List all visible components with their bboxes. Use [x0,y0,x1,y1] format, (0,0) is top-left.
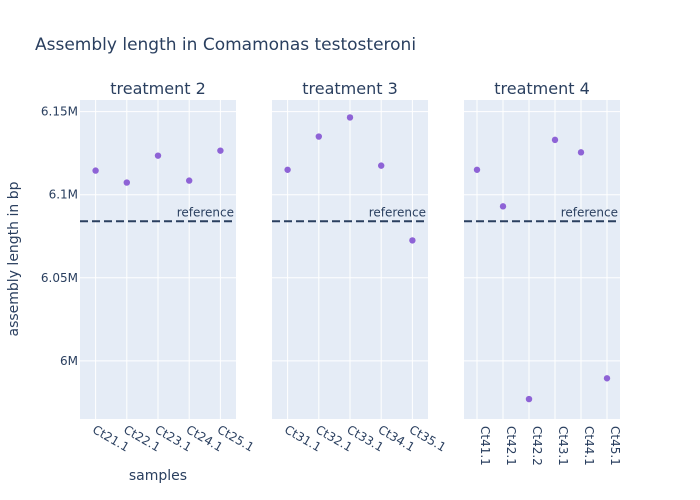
x-tick-label: Ct35.1 [407,422,448,454]
x-tick-label: Ct25.1 [215,422,256,454]
data-point [186,177,193,184]
reference-label: reference [561,205,618,219]
data-point [346,114,354,121]
data-point [123,179,130,186]
y-tick-label: 6.05M [41,271,78,285]
chart-title: Assembly length in Comamonas testosteron… [35,35,416,55]
data-point [551,136,559,144]
x-axis-label: samples [129,468,187,484]
panel-title: treatment 4 [494,79,590,98]
x-tick-label: Ct42.2 [530,426,544,466]
reference-label: reference [369,205,426,219]
panel-title: treatment 3 [302,79,398,98]
data-point [154,152,162,159]
data-point [525,395,533,403]
data-point [315,133,322,140]
x-tick-label: Ct41.1 [478,426,492,466]
y-tick-label: 6.15M [41,105,78,119]
plot-background [464,100,620,419]
data-point [378,162,385,169]
x-tick-label: Ct42.1 [504,426,518,466]
data-point [409,237,416,244]
data-point [577,149,585,156]
y-axis-label: assembly length in bp [6,181,22,336]
data-point [473,166,481,173]
x-tick-label: Ct44.1 [582,426,596,466]
panel-3: reference treatment 4 Ct41.1 Ct42.1 Ct42.2 Ct… [464,79,622,466]
data-point [92,167,99,174]
data-point [603,375,611,382]
data-point [499,203,507,210]
reference-label: reference [177,205,234,219]
y-tick-label: 6.1M [49,188,78,202]
x-tick-label: Ct43.1 [556,426,570,466]
data-point [284,166,291,173]
x-tick-label: Ct45.1 [608,426,622,466]
panel-title: treatment 2 [110,79,206,98]
data-point [217,147,224,154]
y-tick-label: 6M [60,354,78,368]
